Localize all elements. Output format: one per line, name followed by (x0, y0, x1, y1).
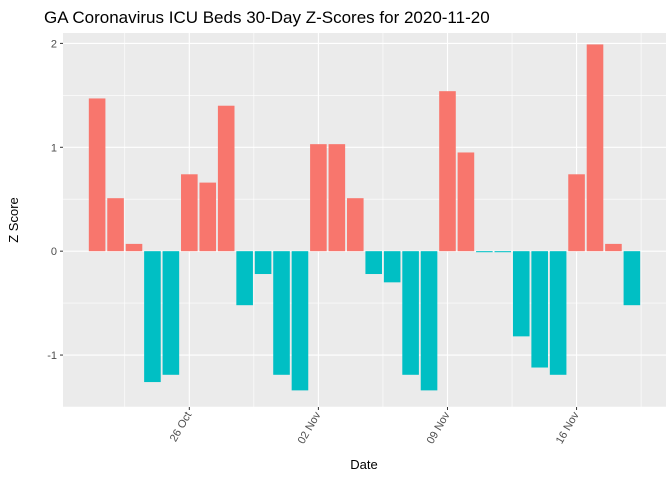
bar (125, 243, 143, 252)
bar (457, 152, 475, 252)
bar (420, 251, 438, 391)
y-tick-label: 0 (51, 246, 57, 258)
bar (88, 98, 106, 252)
y-tick-label: -1 (47, 350, 57, 362)
x-axis-title: Date (350, 457, 377, 472)
y-axis: -1 0 1 2 (47, 38, 63, 362)
bar (162, 251, 180, 375)
bar (586, 44, 604, 252)
y-tick-label: 1 (51, 142, 57, 154)
y-axis-title: Z Score (6, 197, 21, 243)
bar (236, 251, 253, 306)
bar (439, 91, 456, 252)
y-tick-label: 2 (51, 38, 57, 50)
bar (199, 182, 217, 252)
x-tick-label: 16 Nov (554, 410, 582, 447)
bar (512, 251, 530, 337)
bar (291, 251, 309, 391)
x-tick-label: 02 Nov (296, 410, 324, 447)
bar (494, 251, 512, 253)
bar (273, 251, 290, 375)
x-axis: 26 Oct 02 Nov 09 Nov 16 Nov (168, 407, 582, 446)
bar (217, 105, 235, 252)
bar (402, 251, 419, 375)
bar (476, 251, 493, 253)
bar (365, 251, 383, 275)
bar (254, 251, 272, 275)
bar (531, 251, 548, 368)
bars (88, 44, 641, 391)
bar (623, 251, 641, 306)
bar (383, 251, 401, 283)
bar (144, 251, 161, 383)
bar (107, 198, 124, 252)
x-tick-label: 26 Oct (168, 410, 195, 444)
bar (328, 144, 346, 252)
bar (549, 251, 567, 375)
bar (310, 144, 327, 252)
chart-title: GA Coronavirus ICU Beds 30-Day Z-Scores … (44, 8, 490, 27)
bar (605, 243, 622, 252)
bar (181, 174, 198, 252)
bar (346, 198, 364, 252)
x-tick-label: 09 Nov (425, 410, 453, 447)
bar (568, 174, 585, 252)
